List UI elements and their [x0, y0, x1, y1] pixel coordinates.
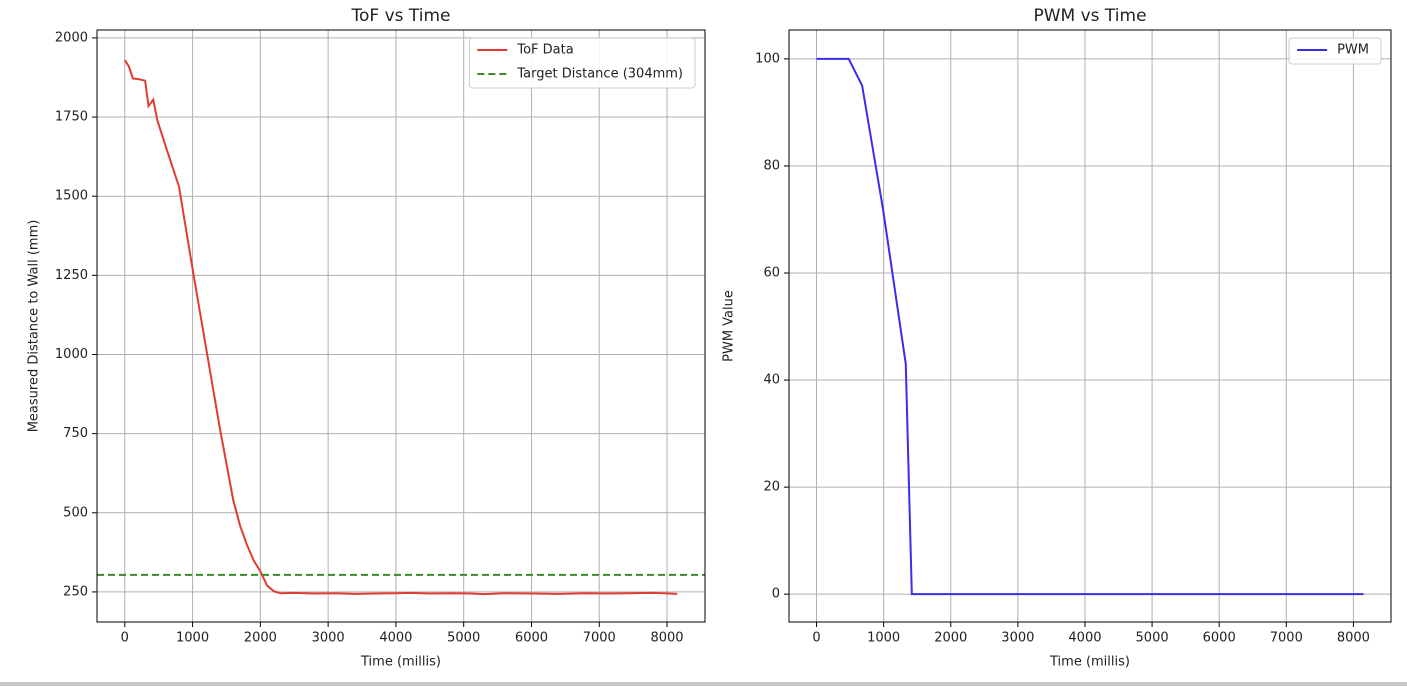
y-tick-label: 250 [63, 584, 88, 599]
x-tick-label: 2000 [244, 631, 277, 646]
legend-label: Target Distance (304mm) [516, 67, 683, 82]
plot-frame [96, 29, 706, 623]
y-tick-label: 1000 [55, 347, 88, 362]
legend: ToF Data Target Distance (304mm) [468, 37, 696, 89]
y-tick-label: 0 [772, 587, 780, 602]
chart-title: PWM vs Time [1033, 6, 1146, 26]
x-tick-label: 8000 [1337, 631, 1370, 646]
x-tick-label: 2000 [934, 631, 967, 646]
y-tick-label: 1250 [55, 268, 88, 283]
legend-frame [1288, 37, 1382, 65]
data-line [816, 57, 1364, 596]
x-tick-label: 1000 [867, 631, 900, 646]
y-tick-label: 2000 [55, 30, 88, 45]
y-tick-label: 750 [63, 426, 88, 441]
x-tick-label: 0 [812, 631, 820, 646]
x-tick-label: 8000 [650, 631, 683, 646]
plot-frame [788, 29, 1392, 623]
legend: PWM [1288, 37, 1382, 65]
x-tick-label: 6000 [1203, 631, 1236, 646]
x-tick-label: 4000 [1068, 631, 1101, 646]
x-tick-label: 6000 [515, 631, 548, 646]
x-axis-label: Time (millis) [1049, 655, 1130, 670]
x-tick-label: 3000 [312, 631, 345, 646]
x-tick-label: 4000 [379, 631, 412, 646]
y-axis-label: Measured Distance to Wall (mm) [27, 220, 42, 433]
y-tick-label: 60 [763, 266, 780, 281]
x-tick-label: 0 [121, 631, 129, 646]
y-tick-label: 100 [755, 51, 780, 66]
subplot: ToF vs Time Time (millis) Measured Distanc… [27, 6, 706, 670]
data-line [123, 59, 678, 596]
x-tick-label: 1000 [176, 631, 209, 646]
bottom-bar [0, 682, 1407, 686]
y-tick-label: 20 [763, 480, 780, 495]
y-tick-label: 1750 [55, 110, 88, 125]
legend-label: PWM [1337, 43, 1369, 58]
x-tick-label: 3000 [1001, 631, 1034, 646]
y-tick-label: 40 [763, 373, 780, 388]
chart-title: ToF vs Time [350, 6, 450, 26]
x-tick-label: 5000 [1136, 631, 1169, 646]
legend-frame [468, 37, 696, 89]
x-axis-label: Time (millis) [360, 655, 441, 670]
x-tick-label: 7000 [583, 631, 616, 646]
y-axis-label: PWM Value [722, 290, 737, 362]
legend-label: ToF Data [516, 43, 573, 58]
y-tick-label: 1500 [55, 189, 88, 204]
y-tick-label: 80 [763, 158, 780, 173]
y-tick-label: 500 [63, 505, 88, 520]
x-tick-label: 5000 [447, 631, 480, 646]
x-tick-label: 7000 [1270, 631, 1303, 646]
